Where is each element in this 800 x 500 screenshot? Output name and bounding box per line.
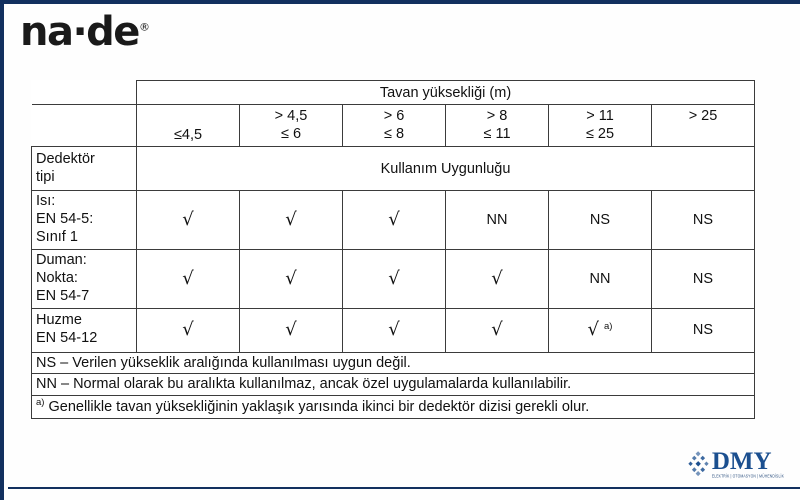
registered-trademark-icon: ® — [138, 20, 150, 34]
table-header-title-row: Tavan yüksekliği (m) — [31, 80, 755, 105]
row-1-label-line1: Duman: — [36, 251, 87, 268]
cell-r2-c2: √ — [342, 307, 446, 353]
footnote-ns: NS – Verilen yükseklik aralığında kullan… — [31, 351, 755, 375]
column-header-1-line2: ≤ 6 — [280, 125, 302, 142]
row-2-label-line2: EN 54-12 — [36, 330, 98, 347]
column-header-3: > 8 ≤ 11 — [445, 104, 549, 147]
row-label-smoke-point-detector: Duman: Nokta: EN 54-7 — [31, 248, 137, 309]
cell-r0-c1: √ — [239, 190, 343, 250]
table-title-cell: Tavan yüksekliği (m) — [136, 80, 755, 105]
nade-logo: na·de® — [20, 12, 150, 52]
row-0-label-line2: EN 54-5: — [36, 210, 94, 227]
footnote-a: a) Genellikle tavan yüksekliğinin yaklaş… — [31, 395, 755, 419]
table-subheader-row: Dedektör tipi Kullanım Uygunluğu — [31, 146, 755, 191]
cell-r2-c3-value: √ — [491, 319, 503, 341]
cell-r2-c1-value: √ — [285, 319, 297, 341]
dmy-logo-tagline: ELEKTRİK | OTOMASYON | MÜHENDİSLİK — [711, 473, 784, 479]
cell-r1-c0-value: √ — [182, 267, 194, 289]
cell-r2-c0: √ — [136, 307, 240, 353]
column-header-3-line1: > 8 — [486, 108, 508, 125]
column-header-4: > 11 ≤ 25 — [548, 104, 652, 147]
cell-r1-c2: √ — [342, 248, 446, 309]
usage-suitability-header-cell: Kullanım Uygunluğu — [136, 146, 755, 191]
cell-r0-c1-value: √ — [285, 208, 297, 230]
row-0-label-line3: Sınıf 1 — [36, 228, 78, 245]
table-row: Duman: Nokta: EN 54-7 √ √ √ √ NN NS — [31, 248, 755, 309]
cell-r0-c2: √ — [342, 190, 446, 250]
footnote-a-text: Genellikle tavan yüksekliğinin yaklaşık … — [48, 398, 590, 415]
detector-type-header-line1: Dedektör — [36, 150, 95, 167]
table-blank-cell-left — [31, 104, 137, 147]
detector-type-header-line2: tipi — [36, 168, 55, 185]
column-header-1-line1: > 4,5 — [274, 108, 308, 125]
cell-r0-c0-value: √ — [182, 208, 194, 230]
column-header-4-line2: ≤ 25 — [585, 125, 615, 142]
cell-r1-c1-value: √ — [285, 267, 297, 289]
cell-r0-c2-value: √ — [388, 208, 400, 230]
table-row: Isı: EN 54-5: Sınıf 1 √ √ √ NN NS NS — [31, 190, 755, 250]
footnote-a-marker: a) — [36, 397, 45, 409]
row-1-label-line2: Nokta: — [36, 269, 78, 286]
dmy-logo-text: DMY ELEKTRİK | OTOMASYON | MÜHENDİSLİK — [711, 447, 784, 479]
detector-type-header-cell: Dedektör tipi — [31, 146, 137, 191]
column-header-3-line2: ≤ 11 — [483, 125, 511, 142]
cell-r1-c3: √ — [445, 248, 549, 309]
nade-logo-text: na·de — [20, 9, 140, 55]
cell-r1-c3-value: √ — [491, 267, 503, 289]
cell-r2-c1: √ — [239, 307, 343, 353]
cell-r2-c4-value: √ — [587, 319, 600, 341]
column-header-4-line1: > 11 — [586, 108, 614, 125]
cell-r1-c1: √ — [239, 248, 343, 309]
footnote-row: a) Genellikle tavan yüksekliğinin yaklaş… — [31, 395, 755, 419]
cell-r1-c2-value: √ — [388, 267, 400, 289]
cell-r2-c4-footnote-marker: a) — [604, 321, 613, 333]
frame-bottom-rule — [8, 487, 800, 489]
ceiling-height-table-wrapper: Tavan yüksekliği (m) ≤4,5 > 4,5 ≤ 6 > 6 … — [31, 80, 755, 419]
cell-r1-c4: NN — [548, 248, 652, 309]
footnote-row: NN – Normal olarak bu aralıkta kullanılm… — [31, 373, 755, 397]
dmy-diamond-icon — [688, 451, 709, 477]
cell-r2-c0-value: √ — [182, 319, 194, 341]
column-header-0: ≤4,5 — [136, 104, 240, 147]
column-header-2-line2: ≤ 8 — [383, 125, 405, 142]
cell-r2-c2-value: √ — [388, 319, 400, 341]
cell-r1-c0: √ — [136, 248, 240, 309]
table-row: Huzme EN 54-12 √ √ √ √ √ a) NS — [31, 307, 755, 353]
column-header-2-line1: > 6 — [383, 108, 405, 125]
cell-r2-c3: √ — [445, 307, 549, 353]
row-label-beam-detector: Huzme EN 54-12 — [31, 307, 137, 353]
row-1-label-line3: EN 54-7 — [36, 287, 90, 304]
cell-r2-c4: √ a) — [548, 307, 652, 353]
cell-r0-c3: NN — [445, 190, 549, 250]
cell-r2-c5: NS — [651, 307, 755, 353]
column-header-5: > 25 — [651, 104, 755, 147]
dmy-logo-name: DMY — [711, 447, 772, 475]
cell-r0-c5: NS — [651, 190, 755, 250]
column-header-2: > 6 ≤ 8 — [342, 104, 446, 147]
cell-r0-c0: √ — [136, 190, 240, 250]
row-2-label-line1: Huzme — [36, 312, 82, 329]
table-header-ranges-row: ≤4,5 > 4,5 ≤ 6 > 6 ≤ 8 > 8 ≤ 11 > 11 — [31, 104, 755, 147]
dmy-logo: DMY ELEKTRİK | OTOMASYON | MÜHENDİSLİK — [688, 447, 784, 479]
column-header-1: > 4,5 ≤ 6 — [239, 104, 343, 147]
row-0-label-line1: Isı: — [36, 193, 56, 209]
cell-r1-c5: NS — [651, 248, 755, 309]
ceiling-height-table: Tavan yüksekliği (m) ≤4,5 > 4,5 ≤ 6 > 6 … — [31, 80, 755, 419]
row-label-heat-detector: Isı: EN 54-5: Sınıf 1 — [31, 190, 137, 250]
cell-r0-c4: NS — [548, 190, 652, 250]
footnote-row: NS – Verilen yükseklik aralığında kullan… — [31, 351, 755, 375]
footnote-nn: NN – Normal olarak bu aralıkta kullanılm… — [31, 373, 755, 397]
table-corner-blank-cell — [31, 80, 137, 105]
